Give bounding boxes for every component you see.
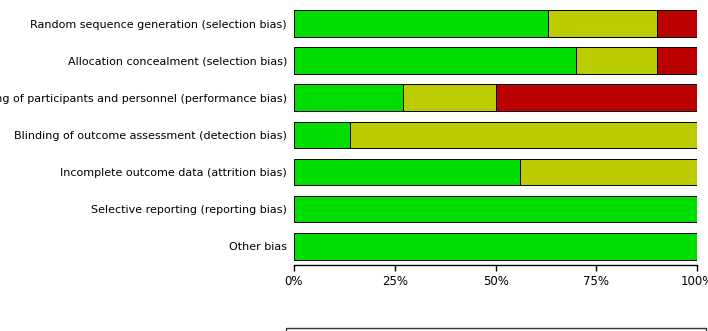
Bar <box>294 196 697 222</box>
Bar <box>576 47 657 74</box>
Legend: Low risk of bias, Unclear risk of bias, High risk of bias: Low risk of bias, Unclear risk of bias, … <box>285 328 706 331</box>
Bar <box>657 10 697 37</box>
Bar <box>294 84 403 111</box>
Bar <box>496 84 697 111</box>
Bar <box>294 10 548 37</box>
Bar <box>294 159 520 185</box>
Bar <box>548 10 657 37</box>
Bar <box>350 121 697 148</box>
Bar <box>657 47 697 74</box>
Bar <box>403 84 496 111</box>
Bar <box>294 121 350 148</box>
Bar <box>520 159 697 185</box>
Bar <box>294 47 576 74</box>
Bar <box>294 233 697 260</box>
